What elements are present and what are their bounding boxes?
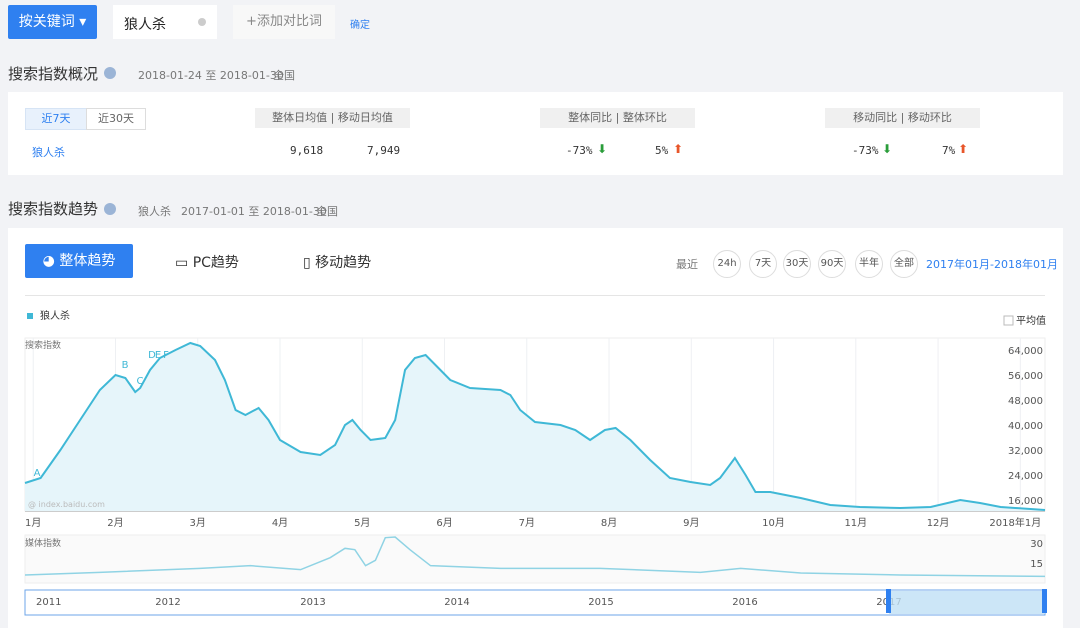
cell: -73%	[566, 144, 593, 157]
column-header: 整体同比 | 整体环比	[540, 108, 695, 128]
range-button[interactable]: 7天	[749, 250, 777, 278]
help-icon[interactable]	[104, 203, 116, 215]
row-keyword[interactable]: 狼人杀	[32, 146, 65, 159]
annotation: D	[148, 350, 156, 361]
line	[24, 341, 1046, 511]
tab-label: 整体趋势	[59, 253, 116, 269]
tab-label: PC趋势	[192, 255, 239, 271]
overview-card	[8, 92, 1063, 175]
up-arrow: ⬆	[958, 142, 969, 156]
x-tick-label: 9月	[683, 517, 699, 529]
x-tick-label: 10月	[762, 517, 785, 529]
range-button[interactable]: 半年	[855, 250, 883, 278]
down-arrow: ⬇	[882, 142, 893, 156]
tab[interactable]: ▭ PC趋势	[175, 255, 239, 271]
clear-icon[interactable]	[198, 18, 206, 26]
y-label: 搜索指数	[25, 339, 61, 351]
tab[interactable]: 近30天	[86, 108, 146, 130]
x-tick-label: 1月	[25, 517, 41, 529]
section-title: 搜索指数概况	[8, 65, 99, 83]
timeline-year: 2011	[36, 597, 61, 608]
annotation: C	[137, 376, 144, 387]
x-tick-label: 5月	[354, 517, 370, 529]
legend-label: 狼人杀	[40, 309, 70, 322]
y-label: 媒体指数	[25, 537, 61, 549]
cell: 9,618	[290, 144, 324, 157]
timeline-year: 2014	[444, 597, 469, 608]
y-tick-label: 64,000	[1008, 346, 1043, 357]
timeline-year: 2012	[155, 597, 180, 608]
range-button[interactable]: 90天	[818, 250, 846, 278]
y-tick-label: 32,000	[1008, 446, 1043, 457]
y-tick-label: 15	[1030, 559, 1043, 570]
x-tick-label: 4月	[272, 517, 288, 529]
y-tick-label: 56,000	[1008, 371, 1043, 382]
x-tick-label: 2018年1月	[989, 516, 1041, 529]
average-label: 平均值	[1016, 314, 1046, 327]
help-icon[interactable]	[104, 67, 116, 79]
cell: 7,949	[367, 144, 401, 157]
cell: -73%	[852, 144, 879, 157]
range-button[interactable]: 30天	[783, 250, 811, 278]
date-range: 2017-01-01 至 2018-01-30	[181, 205, 327, 218]
tab-label: 移动趋势	[315, 255, 372, 271]
keyword: 狼人杀	[138, 205, 171, 218]
x-tick-label: 12月	[927, 517, 950, 529]
timeline-year: 2015	[588, 597, 613, 608]
column-header: 移动同比 | 移动环比	[825, 108, 980, 128]
y-tick-label: 40,000	[1008, 421, 1043, 432]
handle[interactable]	[1042, 589, 1047, 613]
panel	[24, 534, 1046, 584]
y-tick-label: 24,000	[1008, 471, 1043, 482]
tab[interactable]: 近7天	[25, 108, 87, 130]
y-tick-label: 30	[1030, 539, 1043, 550]
custom-range[interactable]: 2017年01月-2018年01月	[926, 258, 1058, 271]
x-tick-label: 11月	[844, 517, 867, 529]
recent-label: 最近	[676, 258, 698, 271]
region: 全国	[273, 69, 295, 82]
watermark: @ index.baidu.com	[28, 500, 105, 509]
timeline-selection	[889, 591, 1045, 614]
range-button[interactable]: 全部	[890, 250, 918, 278]
keyword-button-label: 按关键词	[18, 14, 75, 30]
x-tick-label: 8月	[601, 517, 617, 529]
down-arrow: ⬇	[597, 142, 608, 156]
y-tick-label: 48,000	[1008, 396, 1043, 407]
add-compare[interactable]: +添加对比词	[233, 5, 335, 39]
tab[interactable]: ▯ 移动趋势	[303, 255, 372, 271]
annotation: E	[155, 350, 161, 361]
range-button[interactable]: 24h	[713, 250, 741, 278]
line	[24, 536, 1046, 578]
keyword-button[interactable]: 按关键词 ▾	[8, 5, 97, 39]
y-tick-label: 16,000	[1008, 496, 1043, 507]
x-tick-label: 3月	[190, 517, 206, 529]
cell: 7%	[942, 144, 956, 157]
annotation: A	[34, 468, 41, 479]
column-header: 整体日均值 | 移动日均值	[255, 108, 410, 128]
legend-swatch	[27, 313, 33, 319]
timeline-year: 2016	[732, 597, 757, 608]
confirm[interactable]: 确定	[350, 20, 370, 31]
date-range: 2018-01-24 至 2018-01-30	[138, 69, 284, 82]
x-tick-label: 2月	[107, 517, 123, 529]
tab-active[interactable]: ◕ 整体趋势	[25, 244, 133, 278]
area	[25, 343, 1045, 511]
checkbox[interactable]	[1003, 315, 1014, 326]
section-title: 搜索指数趋势	[8, 200, 99, 218]
annotation: B	[122, 360, 129, 371]
region: 全国	[316, 205, 338, 218]
up-arrow: ⬆	[673, 142, 684, 156]
annotation: F	[163, 350, 169, 361]
timeline-year: 2013	[300, 597, 325, 608]
keyword-text: 狼人杀	[124, 17, 166, 33]
divider	[25, 295, 1045, 296]
timeline	[24, 589, 1046, 616]
handle[interactable]	[886, 589, 891, 613]
cell: 5%	[655, 144, 669, 157]
x-tick-label: 7月	[519, 517, 535, 529]
x-tick-label: 6月	[436, 517, 452, 529]
